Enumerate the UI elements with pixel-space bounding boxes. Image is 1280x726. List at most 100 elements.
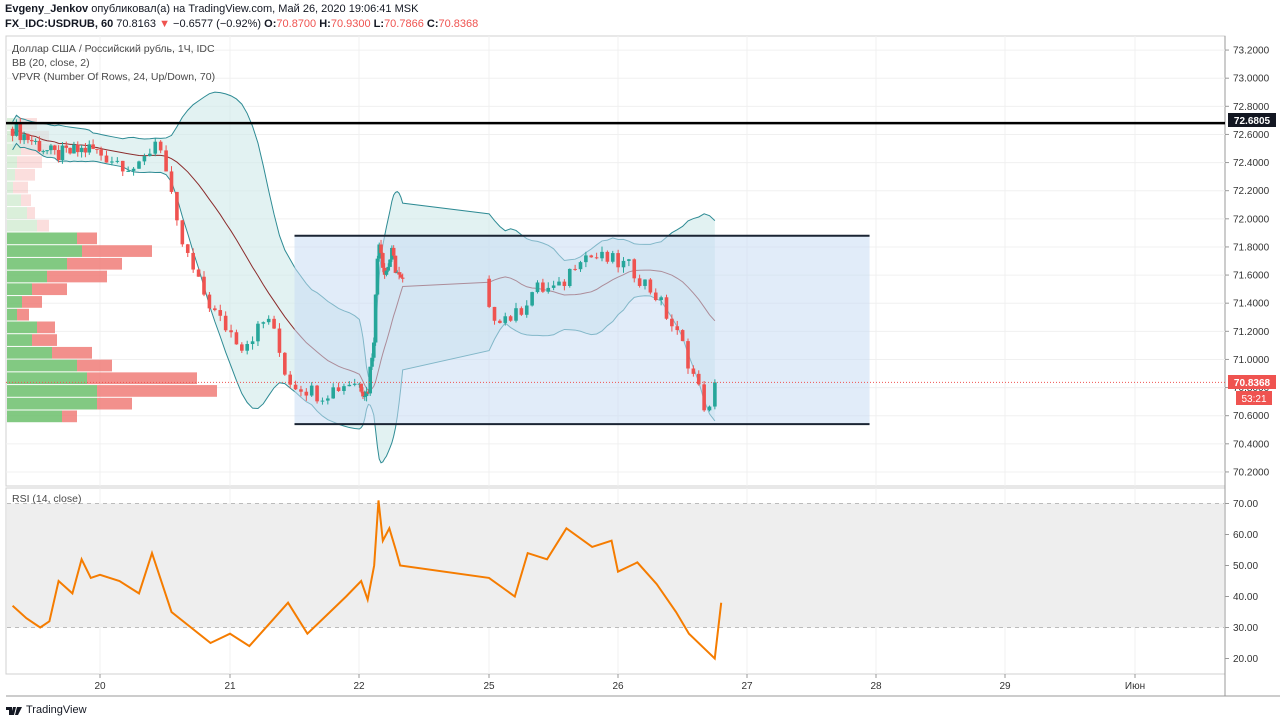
publication-header: Evgeny_Jenkov опубликовал(а) на TradingV… <box>0 0 1280 34</box>
candle-body <box>272 318 276 329</box>
price-tick-label[interactable]: 71.0000 <box>1233 355 1270 366</box>
time-axis-ticks[interactable]: 20 21 22 25 26 27 28 29 Июн <box>94 674 1145 692</box>
vpvr-bar-up <box>7 283 32 296</box>
rsi-tick-label[interactable]: 60.00 <box>1233 530 1258 541</box>
vpvr-bar-down <box>15 168 35 181</box>
author-line: Evgeny_Jenkov опубликовал(а) на TradingV… <box>5 3 418 15</box>
tradingview-logo[interactable]: TradingView <box>6 704 87 716</box>
candle-body <box>142 156 147 162</box>
candle-body <box>361 391 365 397</box>
time-tick-label[interactable]: 22 <box>353 681 365 692</box>
close-value: 70.8368 <box>438 18 479 30</box>
candle-body <box>399 274 403 278</box>
candle-body <box>680 330 685 342</box>
price-tick-label[interactable]: 70.6000 <box>1233 411 1270 422</box>
candle-body <box>397 272 401 275</box>
rsi-band <box>7 503 1224 628</box>
vpvr-bar-up <box>7 207 27 219</box>
candle-body <box>375 258 380 295</box>
price-tick-label[interactable]: 72.4000 <box>1233 158 1270 169</box>
time-tick-label[interactable]: Июн <box>1125 681 1145 692</box>
candle-body <box>115 160 120 162</box>
time-tick-label[interactable]: 20 <box>94 681 106 692</box>
candle-body <box>131 168 136 171</box>
candle-body <box>368 366 372 394</box>
last-price: 70.8163 <box>116 18 157 30</box>
rsi-tick-label[interactable]: 50.00 <box>1233 561 1258 572</box>
vpvr-bar-up <box>7 257 67 270</box>
candle-body <box>578 262 583 270</box>
price-tick-label[interactable]: 71.6000 <box>1233 271 1270 282</box>
candle-body <box>91 144 95 149</box>
price-tick-label[interactable]: 70.4000 <box>1233 439 1270 450</box>
price-tick-label[interactable]: 72.0000 <box>1233 214 1270 225</box>
price-tick-label[interactable]: 73.0000 <box>1233 74 1270 85</box>
vpvr-bar-up <box>7 334 32 346</box>
candle-body <box>261 322 266 324</box>
time-tick-label[interactable]: 26 <box>612 681 624 692</box>
countdown-label-bg <box>1236 391 1272 405</box>
price-tick-label[interactable]: 72.8000 <box>1233 102 1270 113</box>
candle-body <box>600 251 604 259</box>
candle-body <box>202 276 206 295</box>
candle-body <box>352 383 357 385</box>
time-tick-label[interactable]: 27 <box>741 681 753 692</box>
price-change: −0.6577 (−0.92%) <box>173 18 262 30</box>
candle-body <box>64 145 69 148</box>
candle-body <box>653 292 658 301</box>
candle-body <box>395 272 400 274</box>
bb-legend[interactable]: BB (20, close, 2) <box>12 57 90 69</box>
price-axis-ticks[interactable]: 73.2000 73.0000 72.8000 72.6000 72.4000 72.20… <box>1225 46 1270 479</box>
price-tick-label[interactable]: 72.6000 <box>1233 130 1270 141</box>
candle-body <box>400 277 405 279</box>
price-tick-label[interactable]: 73.2000 <box>1233 46 1270 57</box>
candle-body <box>169 171 174 192</box>
high-value: 70.9300 <box>330 18 371 30</box>
vpvr-bar-down <box>17 156 42 168</box>
price-tick-label[interactable]: 71.2000 <box>1233 327 1270 338</box>
candle-body <box>213 308 217 311</box>
rsi-tick-label[interactable]: 70.00 <box>1233 499 1258 510</box>
candle-body <box>207 294 212 309</box>
rsi-tick-label[interactable]: 20.00 <box>1233 654 1258 665</box>
price-tick-label[interactable]: 71.8000 <box>1233 242 1270 253</box>
price-tick-label[interactable]: 72.2000 <box>1233 186 1270 197</box>
candle-body <box>373 294 378 343</box>
rsi-tick-label[interactable]: 30.00 <box>1233 623 1258 634</box>
vpvr-bar-up <box>7 219 37 232</box>
horizontal-levels[interactable] <box>6 121 1225 383</box>
candle-body <box>240 344 244 351</box>
candle-body <box>514 308 518 321</box>
candle-body <box>524 305 529 315</box>
candle-body <box>196 269 201 277</box>
candle-body <box>87 144 92 153</box>
candle-body <box>120 160 125 172</box>
time-tick-label[interactable]: 21 <box>224 681 236 692</box>
candle-body <box>616 253 620 268</box>
vpvr-bar-up <box>7 321 37 334</box>
legend: Доллар США / Российский рубль, 1Ч, IDC B… <box>12 43 215 505</box>
vpvr-legend[interactable]: VPVR (Number Of Rows, 24, Up/Down, 70) <box>12 71 215 83</box>
rsi-axis-ticks[interactable]: 70.00 60.00 50.00 40.00 30.00 20.00 <box>1225 499 1258 665</box>
vpvr-bar-up <box>7 372 87 385</box>
candle-body <box>83 147 88 153</box>
last-price-label: 70.8368 <box>1234 378 1271 389</box>
rsi-legend[interactable]: RSI (14, close) <box>12 493 81 505</box>
candle-body <box>72 144 76 154</box>
candle-body <box>60 145 65 161</box>
time-tick-label[interactable]: 29 <box>999 681 1011 692</box>
candle-body <box>37 140 42 152</box>
author-name[interactable]: Evgeny_Jenkov <box>5 3 89 15</box>
candle-body <box>331 387 335 399</box>
candle-body <box>148 153 152 157</box>
time-tick-label[interactable]: 25 <box>483 681 495 692</box>
candle-body <box>336 387 341 391</box>
time-tick-label[interactable]: 28 <box>870 681 882 692</box>
candle-body <box>218 310 223 316</box>
candle-body <box>283 352 287 375</box>
price-tick-label[interactable]: 71.4000 <box>1233 299 1270 310</box>
rsi-tick-label[interactable]: 40.00 <box>1233 592 1258 603</box>
candle-body <box>75 144 80 153</box>
price-tick-label[interactable]: 70.2000 <box>1233 467 1270 478</box>
